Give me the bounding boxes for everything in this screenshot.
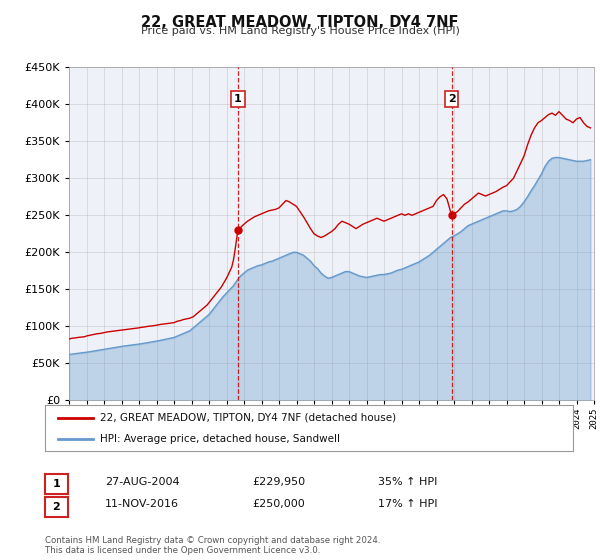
Text: This data is licensed under the Open Government Licence v3.0.: This data is licensed under the Open Gov… xyxy=(45,546,320,555)
Text: 35% ↑ HPI: 35% ↑ HPI xyxy=(378,477,437,487)
Text: 1: 1 xyxy=(53,479,60,489)
Text: Price paid vs. HM Land Registry's House Price Index (HPI): Price paid vs. HM Land Registry's House … xyxy=(140,26,460,36)
Text: 22, GREAT MEADOW, TIPTON, DY4 7NF (detached house): 22, GREAT MEADOW, TIPTON, DY4 7NF (detac… xyxy=(100,413,397,423)
Text: 27-AUG-2004: 27-AUG-2004 xyxy=(105,477,179,487)
Text: Contains HM Land Registry data © Crown copyright and database right 2024.: Contains HM Land Registry data © Crown c… xyxy=(45,536,380,545)
Text: 17% ↑ HPI: 17% ↑ HPI xyxy=(378,499,437,509)
Text: 2: 2 xyxy=(448,94,455,104)
Text: £229,950: £229,950 xyxy=(252,477,305,487)
Text: 2: 2 xyxy=(53,502,60,512)
Text: 11-NOV-2016: 11-NOV-2016 xyxy=(105,499,179,509)
Text: £250,000: £250,000 xyxy=(252,499,305,509)
Text: 22, GREAT MEADOW, TIPTON, DY4 7NF: 22, GREAT MEADOW, TIPTON, DY4 7NF xyxy=(141,15,459,30)
Text: 1: 1 xyxy=(234,94,242,104)
Text: HPI: Average price, detached house, Sandwell: HPI: Average price, detached house, Sand… xyxy=(100,435,340,444)
